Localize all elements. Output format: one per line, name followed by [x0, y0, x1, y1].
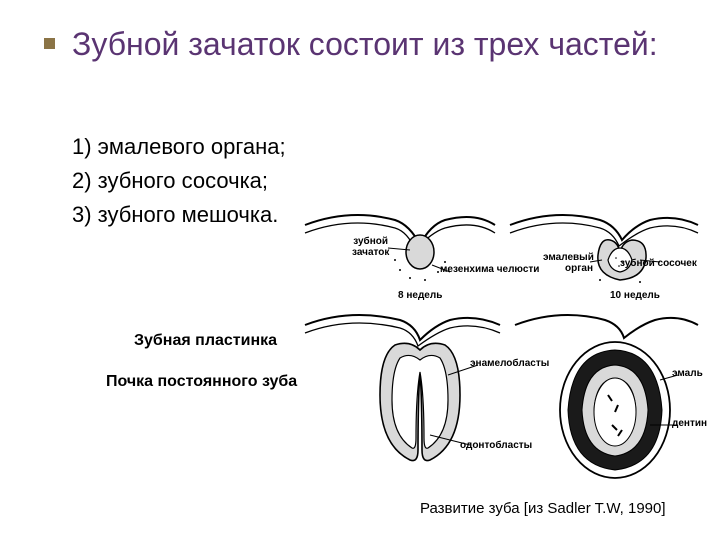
title-bullet	[44, 38, 55, 49]
label-dental-plate: Зубная пластинка	[134, 332, 277, 350]
slide-title: Зубной зачаток состоит из трех частей:	[72, 24, 658, 64]
list-item-3: 3) зубного мешочка.	[72, 198, 286, 232]
label-enameloblasts: энамелобласты	[470, 358, 549, 369]
label-dentin: дентин	[672, 418, 707, 429]
list-item-2: 2) зубного сосочка;	[72, 164, 286, 198]
label-mesenchyme: мезенхима челюсти	[440, 264, 539, 275]
label-germ: зубной зачаток	[352, 236, 388, 258]
label-8-weeks: 8 недель	[398, 290, 442, 301]
label-10-weeks: 10 недель	[610, 290, 660, 301]
figure-caption: Развитие зуба [из Sadler T.W, 1990]	[420, 500, 666, 517]
list-item-1: 1) эмалевого органа;	[72, 130, 286, 164]
label-permanent-bud: Почка постоянного зуба	[106, 373, 297, 391]
label-papilla: зубной сосочек	[620, 258, 700, 269]
parts-list: 1) эмалевого органа; 2) зубного сосочка;…	[72, 130, 286, 232]
tooth-development-diagram: зубной зачаток мезенхима челюсти 8 недел…	[300, 200, 700, 480]
panel-c	[305, 315, 500, 461]
label-enamel-organ: эмалевый орган	[543, 252, 593, 274]
label-odontoblasts: одонтобласты	[460, 440, 532, 451]
label-enamel: эмаль	[672, 368, 703, 379]
panel-d	[515, 315, 698, 478]
